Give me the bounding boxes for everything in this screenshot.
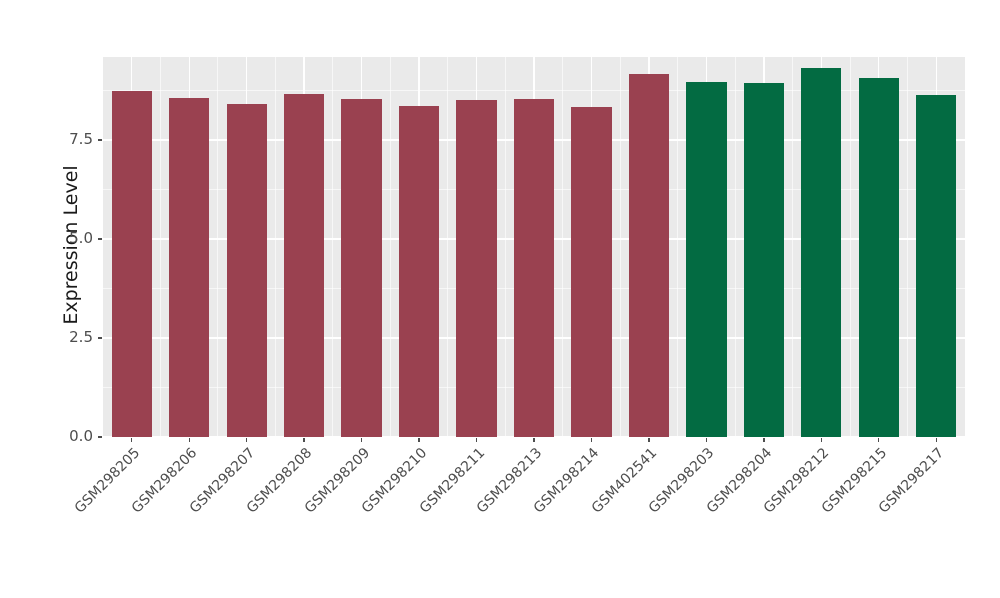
bar-chart: Expression Level 0.0 2.5 5.0 7.5 GSM298205 GS… bbox=[60, 57, 965, 517]
x-gridline-minor bbox=[504, 57, 506, 437]
bar-GSM298203 bbox=[686, 81, 727, 437]
x-tick-mark bbox=[475, 438, 478, 442]
x-gridline-minor bbox=[389, 57, 391, 437]
x-tick-mark bbox=[820, 438, 822, 442]
x-tick-mark bbox=[188, 438, 190, 442]
bar-GSM298212 bbox=[801, 68, 842, 437]
x-tick-mark bbox=[935, 438, 937, 442]
bar-GSM298210 bbox=[398, 106, 440, 437]
bar-GSM298207 bbox=[226, 104, 267, 437]
x-tick-mark bbox=[360, 438, 363, 442]
x-gridline-minor bbox=[792, 57, 794, 437]
bar-GSM298209 bbox=[341, 98, 382, 437]
bar-GSM298215 bbox=[858, 77, 899, 437]
bar-GSM298205 bbox=[111, 90, 152, 437]
bar-GSM402541 bbox=[628, 73, 670, 437]
x-tick-label-GSM298205: GSM298205 bbox=[0, 445, 143, 586]
y-tick-mark bbox=[98, 139, 102, 141]
x-tick-mark bbox=[705, 438, 708, 442]
x-gridline-minor bbox=[159, 57, 161, 437]
x-gridline-minor bbox=[562, 57, 564, 437]
x-gridline-minor bbox=[907, 57, 909, 437]
x-tick-mark bbox=[590, 438, 593, 442]
x-tick-mark bbox=[648, 438, 650, 442]
plot-panel bbox=[103, 57, 965, 437]
x-tick-mark bbox=[418, 438, 420, 442]
x-gridline-minor bbox=[274, 57, 276, 437]
bar-GSM298211 bbox=[456, 100, 497, 437]
x-tick-mark bbox=[131, 438, 133, 442]
y-tick-mark bbox=[98, 436, 102, 438]
bar-GSM298213 bbox=[513, 98, 555, 437]
x-gridline-minor bbox=[332, 57, 334, 437]
x-tick-mark bbox=[763, 438, 765, 442]
x-tick-mark bbox=[878, 438, 880, 442]
bar-GSM298217 bbox=[916, 94, 957, 437]
bar-GSM298206 bbox=[169, 97, 210, 437]
x-tick-mark bbox=[533, 438, 535, 442]
bar-GSM298204 bbox=[743, 83, 784, 437]
x-tick-mark bbox=[303, 438, 305, 442]
x-gridline-minor bbox=[849, 57, 851, 437]
x-gridline-minor bbox=[677, 57, 679, 437]
x-gridline-minor bbox=[734, 57, 736, 437]
x-tick-mark bbox=[246, 438, 248, 442]
y-tick-mark bbox=[98, 238, 102, 240]
x-gridline-minor bbox=[619, 57, 621, 437]
y-tick-mark bbox=[98, 337, 102, 339]
x-gridline-minor bbox=[217, 57, 219, 437]
bar-GSM298214 bbox=[571, 107, 612, 437]
bar-GSM298208 bbox=[284, 93, 325, 437]
x-gridline-minor bbox=[447, 57, 449, 437]
